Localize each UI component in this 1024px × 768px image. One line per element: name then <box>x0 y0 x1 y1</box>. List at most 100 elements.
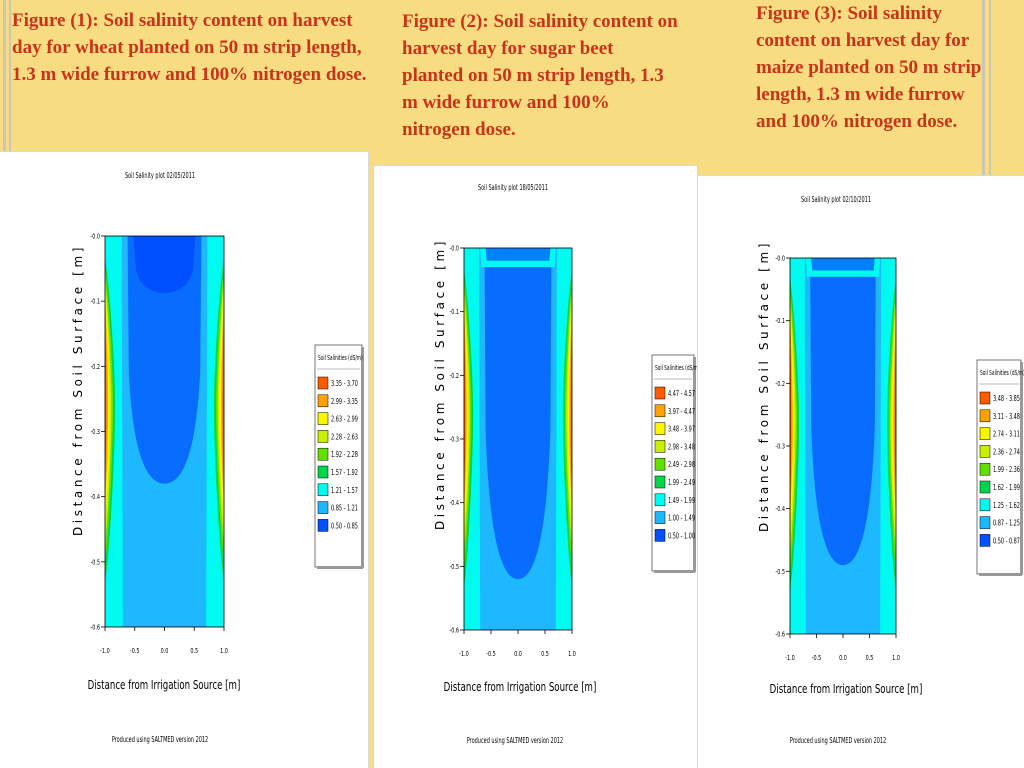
legend-swatch <box>317 447 329 461</box>
legend-swatch <box>979 391 991 405</box>
legend-range-label: 1.25 - 1.62 <box>993 501 1020 511</box>
legend-swatch <box>979 498 991 512</box>
legend-range-label: 1.49 - 1.99 <box>668 496 695 506</box>
salinity-legend: Soil Salinities (dS/m) 3.35 - 3.70 2.99 - … <box>314 344 364 569</box>
chart-footer: Produced using SALTMED version 2012 <box>790 736 886 746</box>
legend-swatch <box>979 445 991 458</box>
salinity-contour-field <box>105 236 224 627</box>
legend-range-label: 1.21 - 1.57 <box>331 486 358 496</box>
legend-range-label: 1.57 - 1.92 <box>331 468 358 478</box>
salinity-contour-field <box>790 258 896 634</box>
legend-swatch <box>654 386 666 400</box>
chart-title: Soil Salinity plot 02/05/2011 <box>125 171 195 181</box>
salinity-chart-svg: Soil Salinity plot 18/05/2011 -0.0 -0.1 -0.… <box>433 183 697 746</box>
y-tick-label: -0.0 <box>449 245 459 253</box>
y-tick-label: -0.6 <box>90 624 100 632</box>
legend-range-label: 1.00 - 1.49 <box>668 513 695 523</box>
legend-swatch <box>654 422 666 435</box>
salinity-legend: Soil Salinities (dS/m) 3.48 - 3.85 3.11 - … <box>976 359 1024 576</box>
x-tick-label: 0.0 <box>839 654 847 662</box>
y-tick-label: -0.0 <box>90 233 100 241</box>
y-tick-label: -0.2 <box>775 380 785 388</box>
y-tick-label: -0.4 <box>449 499 459 507</box>
y-tick-label: -0.4 <box>775 505 785 513</box>
legend-range-label: 2.63 - 2.99 <box>331 414 358 424</box>
legend-range-label: 1.62 - 1.99 <box>993 483 1020 493</box>
x-axis-label: Distance from Irrigation Source [m] <box>444 681 597 695</box>
y-tick-label: -0.3 <box>90 428 100 436</box>
y-tick-label: -0.6 <box>449 627 459 635</box>
y-tick-label: -0.1 <box>449 308 459 316</box>
x-tick-label: 1.0 <box>568 650 576 658</box>
y-tick-label: -0.1 <box>90 298 100 306</box>
chart-panel-maize: Soil Salinity plot 02/10/2011 -0.0 -0.1 -0.… <box>698 176 1024 768</box>
legend-swatch <box>979 462 991 476</box>
legend-range-label: 3.97 - 4.47 <box>668 407 695 417</box>
legend-range-label: 1.99 - 2.49 <box>668 478 695 488</box>
x-tick-label: -1.0 <box>459 650 469 658</box>
salinity-legend: Soil Salinities (dS/m) 4.47 - 4.57 3.97 - … <box>651 354 697 573</box>
x-tick-label: 1.0 <box>892 654 900 662</box>
y-tick-label: -0.1 <box>775 317 785 325</box>
y-tick-label: -0.6 <box>775 631 785 639</box>
legend-swatch <box>317 376 329 390</box>
legend-range-label: 2.98 - 3.48 <box>668 442 695 452</box>
legend-range-label: 2.49 - 2.98 <box>668 460 695 470</box>
y-axis-label: Distance from Soil Surface [m] <box>757 240 771 532</box>
x-tick-label: 0.5 <box>190 647 198 655</box>
y-tick-label: -0.3 <box>775 443 785 451</box>
y-tick-label: -0.5 <box>449 563 459 571</box>
chart-panel-wheat: Soil Salinity plot 02/05/2011 -0.0 -0.1 -0.… <box>0 152 368 768</box>
x-tick-label: -0.5 <box>130 647 140 655</box>
legend-swatch <box>654 493 666 507</box>
legend-range-label: 0.85 - 1.21 <box>331 503 358 513</box>
legend-swatch <box>654 457 666 471</box>
legend-range-label: 0.50 - 0.85 <box>331 521 358 531</box>
y-tick-label: -0.2 <box>449 372 459 380</box>
legend-range-label: 0.50 - 1.00 <box>668 531 695 541</box>
x-tick-label: 0.0 <box>514 650 522 658</box>
x-tick-label: -1.0 <box>100 647 110 655</box>
x-tick-label: 1.0 <box>220 647 228 655</box>
y-tick-label: -0.0 <box>775 255 785 263</box>
legend-range-label: 2.28 - 2.63 <box>331 432 358 442</box>
legend-swatch <box>317 412 329 425</box>
legend-swatch <box>654 529 666 542</box>
legend-swatch <box>979 409 991 423</box>
legend-range-label: 2.36 - 2.74 <box>993 447 1020 457</box>
legend-range-label: 2.99 - 3.35 <box>331 397 358 407</box>
chart-footer: Produced using SALTMED version 2012 <box>467 736 563 746</box>
figure-2-caption: Figure (2): Soil salinity content on har… <box>402 11 678 140</box>
figure-1-caption: Figure (1): Soil salinity content on har… <box>12 10 367 85</box>
x-axis-label: Distance from Irrigation Source [m] <box>88 679 241 693</box>
legend-title: Soil Salinities (dS/m) <box>980 370 1024 377</box>
legend-title: Soil Salinities (dS/m) <box>655 365 697 372</box>
legend-range-label: 4.47 - 4.57 <box>668 389 695 399</box>
legend-swatch <box>654 475 666 489</box>
chart-footer: Produced using SALTMED version 2012 <box>112 735 208 745</box>
legend-swatch <box>317 465 329 479</box>
legend-range-label: 3.11 - 3.48 <box>993 412 1020 422</box>
x-tick-label: -0.5 <box>812 654 822 662</box>
legend-range-label: 3.48 - 3.97 <box>668 424 695 434</box>
legend-swatch <box>654 404 666 418</box>
legend-swatch <box>317 501 329 514</box>
x-tick-label: -1.0 <box>785 654 795 662</box>
legend-range-label: 0.87 - 1.25 <box>993 518 1020 528</box>
legend-range-label: 2.74 - 3.11 <box>993 429 1020 439</box>
salinity-chart-svg: Soil Salinity plot 02/05/2011 -0.0 -0.1 -0.… <box>71 171 364 745</box>
x-axis-label: Distance from Irrigation Source [m] <box>770 683 923 697</box>
legend-swatch <box>317 430 329 443</box>
legend-swatch <box>317 483 329 497</box>
legend-swatch <box>654 511 666 524</box>
x-tick-label: 0.5 <box>541 650 549 658</box>
legend-range-label: 1.92 - 2.28 <box>331 450 358 460</box>
legend-swatch <box>654 440 666 453</box>
legend-range-label: 3.35 - 3.70 <box>331 379 358 389</box>
chart-title: Soil Salinity plot 18/05/2011 <box>478 183 548 193</box>
y-tick-label: -0.5 <box>775 568 785 576</box>
legend-swatch <box>979 516 991 529</box>
y-tick-label: -0.3 <box>449 436 459 444</box>
legend-swatch <box>979 480 991 494</box>
y-tick-label: -0.5 <box>90 559 100 567</box>
